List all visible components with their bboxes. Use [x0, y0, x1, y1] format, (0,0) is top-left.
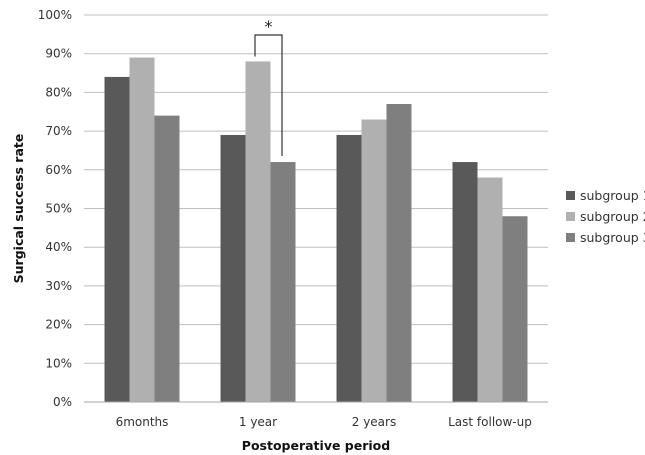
- bracket-line: [254, 34, 283, 157]
- y-axis-ticks: 0% 10% 20% 30% 40% 50% 60% 70% 80% 90% 100%: [38, 8, 72, 409]
- y-tick-label: 100%: [38, 8, 72, 22]
- legend-label: subgroup 2: [580, 209, 645, 224]
- y-tick-label: 60%: [45, 163, 72, 177]
- legend-label: subgroup 1: [580, 188, 645, 203]
- legend-swatch: [566, 191, 575, 200]
- bar-subgroup-1-3: [336, 134, 362, 402]
- y-tick-label: 20%: [45, 318, 72, 332]
- bar-subgroup-3-2: [270, 162, 296, 402]
- bar-subgroup-2-3: [361, 119, 387, 403]
- legend-label: subgroup 3: [580, 230, 645, 245]
- significance-star: *: [265, 17, 273, 36]
- x-axis-ticks: 6months 1 year 2 years Last follow-up: [116, 415, 532, 429]
- bar-subgroup-2-4: [477, 177, 503, 402]
- significance-bracket: *: [254, 17, 283, 157]
- bar-subgroup-2-1: [129, 57, 155, 402]
- legend-swatch: [566, 212, 575, 221]
- y-tick-label: 30%: [45, 279, 72, 293]
- y-tick-label: 40%: [45, 240, 72, 254]
- legend: subgroup 1 subgroup 2 subgroup 3: [566, 188, 645, 245]
- y-tick-label: 0%: [53, 395, 72, 409]
- bar-subgroup-1-2: [220, 134, 246, 402]
- y-tick-label: 70%: [45, 124, 72, 138]
- x-tick-label: 6months: [116, 415, 169, 429]
- x-tick-label: 1 year: [239, 415, 277, 429]
- bar-subgroup-3-3: [386, 104, 412, 402]
- y-tick-label: 90%: [45, 47, 72, 61]
- bar-subgroup-3-4: [502, 216, 528, 402]
- bars: [104, 57, 528, 403]
- x-axis-title: Postoperative period: [242, 438, 390, 453]
- legend-swatch: [566, 233, 575, 242]
- bar-subgroup-1-4: [452, 162, 478, 402]
- bar-subgroup-3-1: [154, 115, 180, 403]
- bar-subgroup-2-2: [245, 61, 271, 402]
- y-tick-label: 10%: [45, 356, 72, 370]
- x-tick-label: Last follow-up: [448, 415, 532, 429]
- bar-subgroup-1-1: [104, 76, 130, 403]
- y-tick-label: 80%: [45, 85, 72, 99]
- x-tick-label: 2 years: [352, 415, 396, 429]
- y-axis-title: Surgical success rate: [11, 134, 26, 284]
- y-tick-label: 50%: [45, 202, 72, 216]
